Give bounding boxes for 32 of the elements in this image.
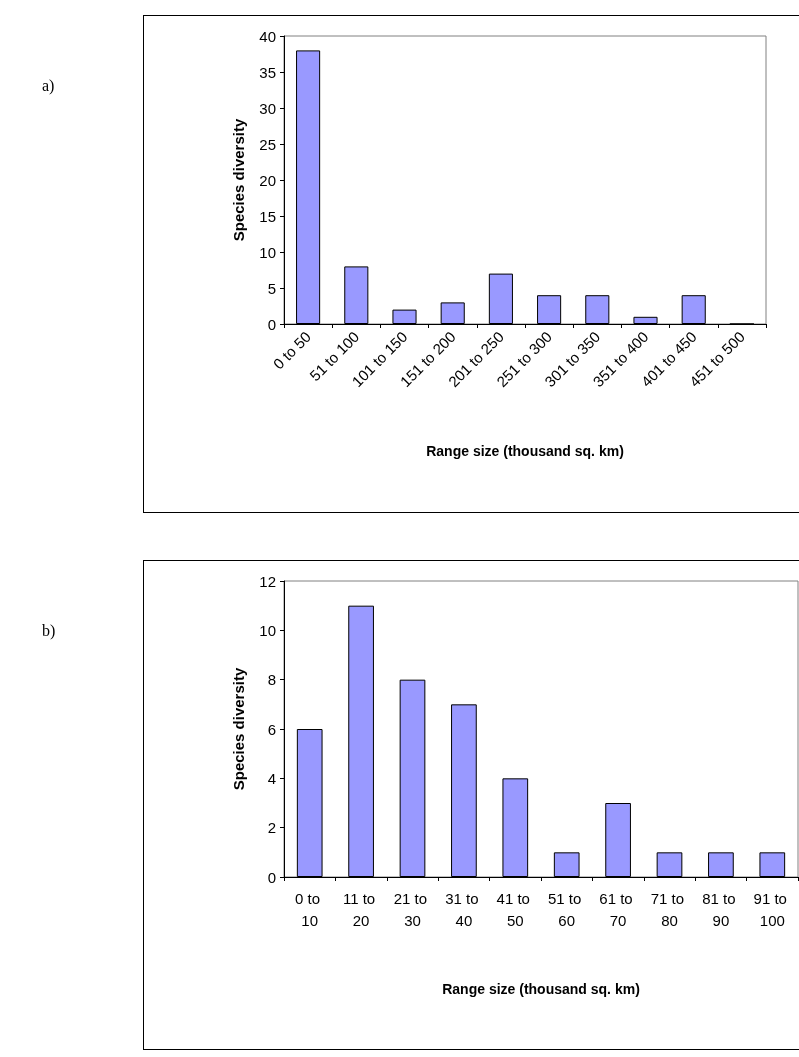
- x-tick-label: 91 to 100: [753, 889, 792, 929]
- text: a): [42, 77, 55, 95]
- x-axis-title: Range size (thousand sq. km): [442, 981, 640, 997]
- x-axis-title: Range size (thousand sq. km): [426, 443, 624, 459]
- y-tick-label: 5: [267, 279, 276, 297]
- y-tick-label: 12: [259, 572, 276, 590]
- y-tick-label: 10: [259, 621, 276, 639]
- y-tick-label: 15: [259, 207, 276, 225]
- x-tick-label: 0 to 10: [295, 889, 325, 929]
- y-tick-label: 0: [267, 315, 276, 333]
- y-axis-title: Species diversity: [230, 667, 247, 791]
- x-tick-label: 41 to 50: [496, 889, 535, 929]
- x-tick-label: 31 to 40: [445, 889, 483, 929]
- text: b): [42, 622, 56, 640]
- x-tick-label: 21 to 30: [393, 889, 432, 929]
- x-tick-label: 61 to 70: [599, 889, 637, 929]
- x-tick-label: 71 to 80: [650, 889, 689, 929]
- y-tick-label: 6: [267, 720, 276, 738]
- x-tick-label: 81 to 90: [702, 889, 740, 929]
- y-tick-label: 20: [259, 171, 276, 189]
- y-tick-label: 40: [259, 27, 276, 45]
- y-tick-label: 4: [267, 769, 276, 787]
- y-tick-label: 8: [267, 671, 276, 689]
- y-tick-label: 2: [267, 819, 276, 837]
- x-tick-label: 51 to 60: [547, 889, 586, 929]
- y-tick-label: 25: [259, 135, 276, 153]
- y-tick-label: 35: [259, 63, 276, 81]
- y-axis-title: Species diversity: [230, 118, 247, 242]
- x-tick-label: 11 to 20: [342, 889, 380, 929]
- y-tick-label: 10: [259, 243, 276, 261]
- y-tick-label: 30: [259, 99, 276, 117]
- y-tick-label: 0: [267, 868, 276, 886]
